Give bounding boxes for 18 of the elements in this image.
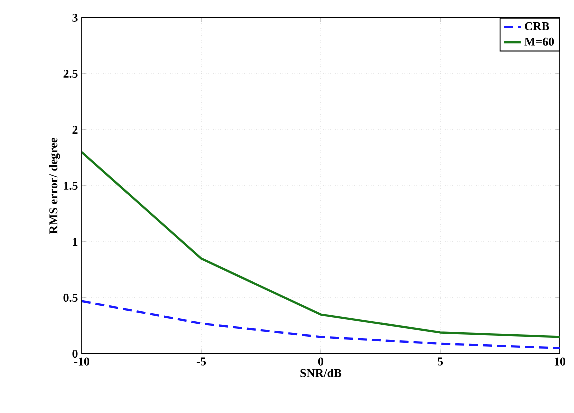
- y-tick-label: 1.5: [64, 182, 78, 190]
- x-tick-label: -10: [74, 358, 90, 366]
- y-tick-label: 2: [72, 126, 78, 134]
- y-tick-label: 1: [73, 238, 78, 246]
- legend-label: CRB: [525, 22, 550, 30]
- line-series: [82, 300, 560, 350]
- y-tick-label: 2.5: [64, 70, 78, 78]
- legend-label: M=60: [524, 38, 554, 46]
- x-tick-label: 0: [318, 358, 324, 366]
- x-tick-label: 5: [438, 358, 444, 366]
- y-tick-label: 3: [72, 14, 78, 22]
- x-tick-label: 10: [554, 358, 566, 366]
- line-series: [82, 151, 560, 338]
- y-tick-label: 0: [72, 350, 78, 358]
- y-axis-title: RMS error/ degree: [49, 138, 60, 234]
- y-tick-label: 0.5: [64, 294, 78, 302]
- x-axis-title: SNR/dB: [300, 368, 342, 378]
- x-tick-label: -5: [196, 358, 206, 366]
